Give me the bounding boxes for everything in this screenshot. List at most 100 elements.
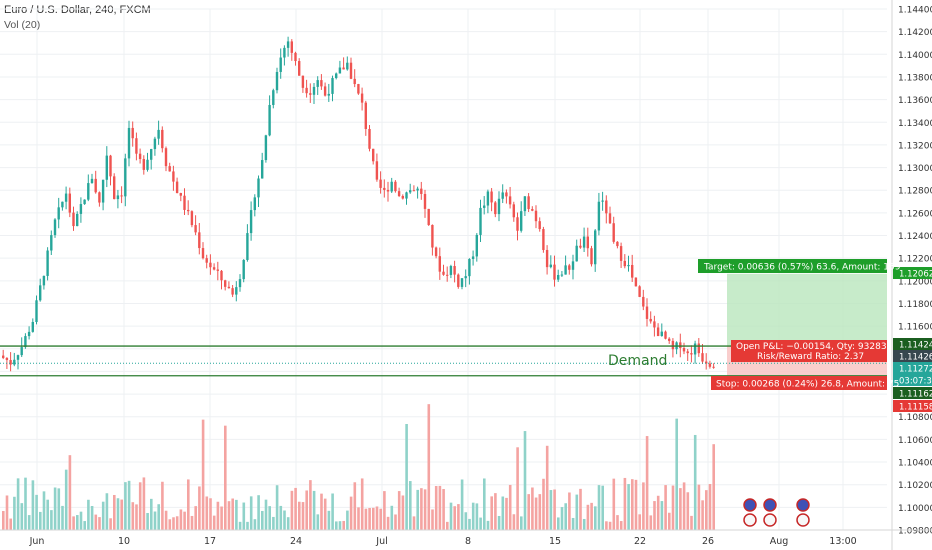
volume-bar — [9, 518, 12, 530]
volume-bar — [131, 502, 135, 530]
volume-bar — [564, 503, 567, 530]
volume-bar — [516, 447, 519, 530]
volume-bar — [179, 509, 183, 530]
volume-bar — [224, 425, 227, 530]
volume-bar — [368, 507, 371, 530]
volume-bar — [142, 477, 146, 530]
volume-bar — [150, 498, 153, 530]
candle-body — [416, 188, 419, 191]
volume-bar — [375, 506, 379, 530]
candlesticks — [2, 36, 715, 372]
candle-body — [531, 209, 534, 211]
volume-bar — [705, 490, 708, 530]
volume-bar — [138, 482, 142, 530]
price-tick-label: 1.13000 — [898, 164, 932, 174]
price-badge-label: 03:07:35 — [899, 377, 932, 387]
candle-body — [453, 266, 456, 275]
candle-body — [649, 318, 652, 322]
pnl-line1: Open P&L: −0.00154, Qty: 93283 — [736, 342, 887, 352]
volume-bar — [557, 517, 560, 530]
volume-indicator-label[interactable]: Vol (20) — [4, 19, 41, 31]
volume-bar — [686, 492, 690, 530]
candle-body — [575, 245, 578, 262]
volume-bar — [671, 485, 675, 530]
volume-bar — [623, 477, 627, 530]
price-tick-label: 1.14400 — [898, 6, 932, 16]
candle-body — [427, 208, 430, 225]
chart-title[interactable]: Euro / U.S. Dollar, 240, FXCM — [4, 4, 151, 16]
price-tick-label: 1.13200 — [898, 141, 932, 151]
volume-bar — [449, 502, 453, 530]
price-badge-label: 1.11158 — [899, 403, 932, 413]
candle-body — [412, 190, 416, 192]
volume-bar — [527, 494, 530, 530]
candle-body — [301, 75, 305, 88]
volume-bar — [79, 511, 83, 530]
volume-bar — [631, 479, 634, 530]
candle-body — [623, 260, 626, 267]
candle-body — [39, 285, 42, 301]
volume-bar — [305, 490, 308, 530]
candle-body — [105, 155, 108, 180]
candle-body — [386, 189, 390, 192]
volume-bar — [638, 514, 641, 530]
candle-body — [87, 183, 90, 200]
candle-body — [209, 262, 212, 268]
candle-body — [227, 286, 231, 289]
candle-body — [142, 159, 145, 170]
candle-body — [279, 57, 282, 72]
candle-body — [523, 196, 527, 212]
candle-body — [323, 86, 327, 96]
candle-body — [656, 327, 660, 337]
volume-bar — [434, 486, 438, 530]
volume-bar — [194, 506, 197, 530]
candle-body — [594, 230, 597, 265]
candle-body — [220, 270, 223, 281]
candle-body — [50, 235, 53, 251]
volume-bar — [98, 517, 101, 530]
volume-bar — [360, 478, 364, 530]
position-boxes[interactable] — [727, 273, 887, 377]
volume-bar — [497, 515, 501, 530]
pnl-line2: Risk/Reward Ratio: 2.37 — [757, 352, 864, 362]
time-axis[interactable]: Jun 10 17 24 Jul 8 15 22 26 Aug 13:00 — [0, 529, 932, 547]
volume-bar — [83, 521, 86, 530]
volume-bar — [446, 521, 449, 530]
volume-bar — [327, 510, 331, 530]
volume-bar — [190, 515, 194, 530]
volume-bar — [316, 514, 320, 530]
candle-body — [235, 287, 238, 295]
candle-body — [449, 266, 453, 275]
volume-bar — [427, 404, 431, 530]
volume-bar — [135, 504, 138, 530]
candle-body — [150, 149, 153, 160]
candle-body — [175, 181, 179, 194]
volume-bar — [575, 494, 579, 530]
time-tick-label: 17 — [204, 536, 216, 547]
candle-body — [35, 300, 38, 322]
volume-bar — [479, 517, 482, 530]
candle-body — [708, 363, 712, 367]
price-badge — [893, 362, 932, 374]
volume-bar — [309, 480, 312, 530]
candle-body — [549, 264, 552, 268]
event-icons[interactable] — [743, 498, 810, 527]
price-tick-label: 1.12400 — [898, 232, 932, 242]
volume-bar — [431, 509, 434, 530]
price-tick-label: 1.13800 — [898, 73, 932, 83]
volume-bar — [16, 478, 20, 530]
price-tick-label: 1.12000 — [898, 277, 932, 287]
volume-bar — [201, 419, 205, 530]
volume-bar — [538, 494, 542, 530]
volume-bar — [642, 482, 645, 530]
volume-bar — [50, 510, 53, 530]
volume-bar — [146, 512, 149, 530]
candle-body — [545, 249, 549, 268]
volume-bar — [486, 520, 490, 530]
volume-bar — [483, 478, 486, 530]
candle-body — [298, 61, 301, 76]
candle-body — [516, 217, 519, 231]
volume-bar — [312, 490, 316, 530]
volume-bar — [501, 496, 505, 530]
